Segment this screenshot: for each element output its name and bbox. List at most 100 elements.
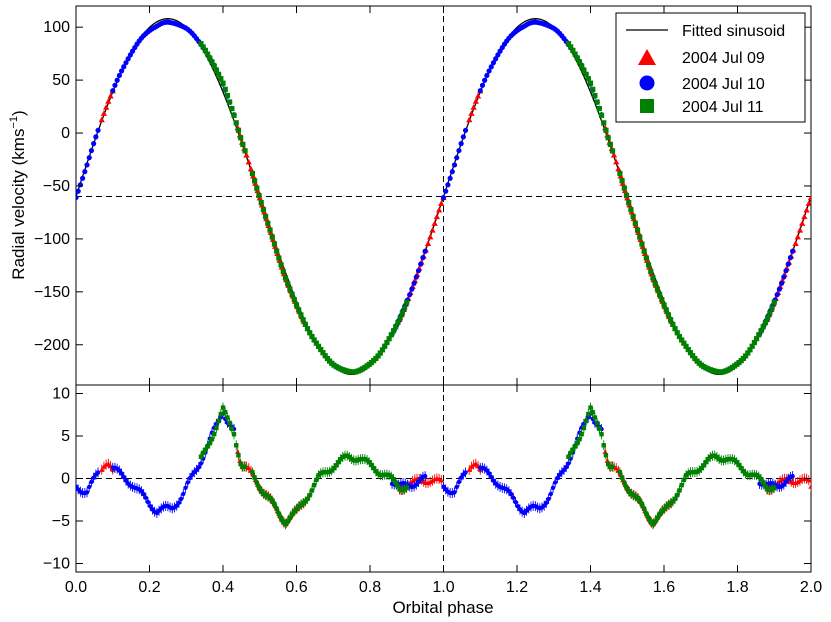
residual-point-square [259, 489, 264, 494]
rv-point-square [661, 302, 667, 308]
rv-point-square [751, 339, 758, 346]
residual-point-square [296, 504, 301, 509]
residual-point-circle [178, 496, 184, 502]
residual-point-square [592, 415, 598, 420]
residual-point-circle [143, 495, 149, 501]
residual-point-square [712, 453, 717, 458]
residual-point-square [340, 454, 346, 460]
x-tick-label: 0.2 [138, 579, 160, 596]
residual-point-square [371, 465, 376, 471]
rv-point-square [592, 92, 598, 99]
residual-point-square [588, 405, 593, 410]
rv-point-triangle [468, 110, 475, 116]
rv-point-square [254, 185, 260, 191]
rv-point-square [377, 350, 383, 356]
rv-point-square [596, 106, 602, 112]
residual-point-square [741, 469, 746, 474]
rv-point-circle [458, 141, 464, 147]
rv-point-square [309, 333, 315, 340]
rv-point-square [645, 262, 652, 268]
residual-point-square [375, 471, 381, 476]
rv-point-square [209, 59, 215, 65]
rv-point-circle [121, 64, 127, 70]
residual-point-square [617, 470, 623, 475]
residual-point-square [231, 432, 237, 437]
residual-point-square [763, 484, 768, 489]
residual-point-square [298, 502, 304, 507]
x-tick-label: 1.8 [726, 579, 748, 596]
rv-point-circle [779, 280, 785, 286]
residual-point-triangle [99, 467, 105, 472]
rv-point-circle [413, 274, 419, 280]
rv-point-square [252, 178, 258, 184]
rv-point-square [382, 343, 388, 349]
residual-point-square [364, 457, 370, 463]
rv-point-triangle [100, 110, 108, 116]
residual-point-circle [566, 461, 571, 466]
residual-point-square [345, 453, 350, 458]
residual-point-square [329, 468, 334, 473]
rv-point-triangle [796, 227, 804, 233]
residual-point-square [566, 454, 571, 459]
rv-point-square [670, 321, 676, 327]
rv-point-square [570, 47, 576, 54]
residual-point-square [754, 472, 759, 478]
rv-point-square [607, 141, 613, 148]
rv-point-circle [84, 162, 90, 168]
rv-point-square [320, 350, 326, 356]
residual-point-square [703, 459, 709, 465]
residual-point-circle [544, 500, 549, 506]
residual-point-square [384, 472, 390, 477]
rv-point-triangle [433, 213, 441, 220]
residual-point-square [305, 496, 310, 502]
rv-point-square [293, 302, 300, 308]
rv-point-circle [112, 82, 118, 88]
rv-point-square [756, 332, 762, 338]
residual-point-square [610, 464, 615, 469]
residual-point-square [278, 515, 284, 521]
residual-point-square [767, 487, 773, 493]
rv-point-square [204, 51, 211, 57]
rv-point-circle [420, 255, 426, 261]
x-tick-label: 0.0 [65, 579, 87, 596]
residual-point-square [716, 456, 722, 462]
residual-point-square [267, 495, 273, 501]
rv-point-triangle [427, 233, 434, 240]
rv-point-triangle [98, 116, 105, 123]
residual-point-square [256, 485, 262, 490]
residual-point-square [752, 472, 757, 477]
top-y-tick-label: 0 [61, 125, 70, 142]
residual-point-square [240, 464, 246, 470]
residual-point-square [220, 405, 226, 410]
rv-point-circle [783, 268, 789, 274]
residual-point-square [205, 444, 210, 449]
rv-point-circle [460, 134, 466, 140]
residual-point-circle [463, 470, 468, 475]
rv-point-circle [411, 280, 417, 286]
residual-point-square [303, 499, 308, 504]
rv-point-square [742, 353, 749, 359]
rv-point-square [263, 213, 269, 220]
residual-point-circle [121, 474, 126, 480]
residual-point-square [758, 476, 764, 482]
rv-point-square [594, 99, 600, 105]
rv-point-square [668, 317, 674, 323]
rv-point-square [679, 337, 685, 343]
rv-point-square [681, 340, 687, 346]
residual-point-square [686, 471, 691, 476]
rv-point-square [652, 281, 658, 287]
rv-point-square [749, 343, 755, 349]
rv-point-square [269, 234, 275, 240]
rv-point-circle [86, 155, 92, 161]
residual-point-square [597, 426, 602, 431]
rv-point-circle [490, 60, 497, 66]
rv-point-square [587, 80, 594, 86]
rv-point-square [215, 71, 222, 77]
rv-point-square [754, 336, 760, 342]
residual-point-square [750, 472, 755, 477]
rv-point-square [278, 262, 284, 268]
residual-point-square [736, 462, 742, 468]
residual-point-square [252, 475, 257, 480]
